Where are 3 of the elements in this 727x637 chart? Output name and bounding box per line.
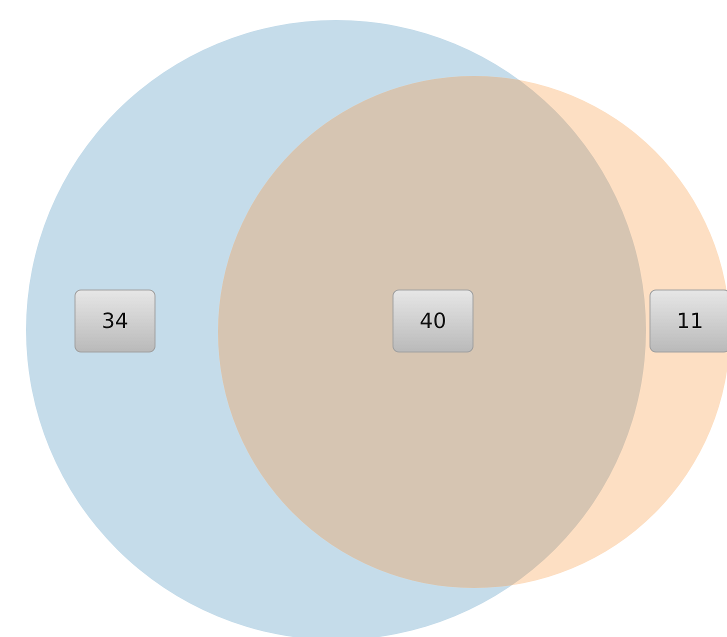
data-label: 34 xyxy=(102,309,128,333)
data-label: 40 xyxy=(420,309,446,333)
data-label: 11 xyxy=(676,309,704,333)
